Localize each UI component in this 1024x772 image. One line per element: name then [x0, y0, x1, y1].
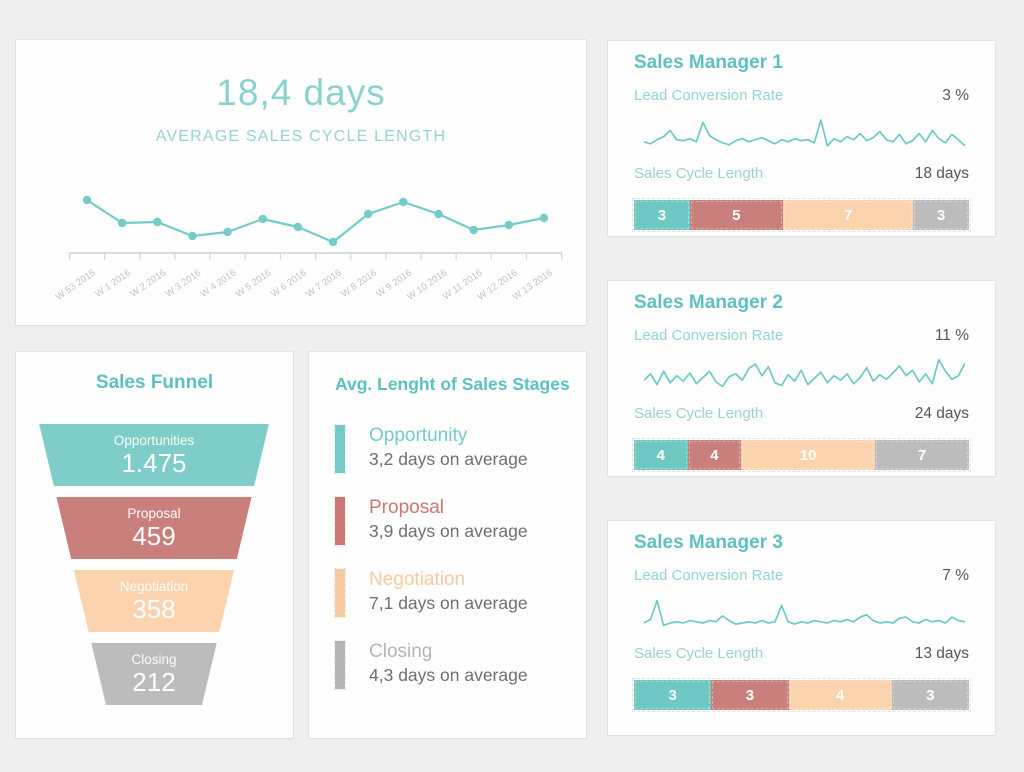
manager-title: Sales Manager 1	[634, 52, 783, 73]
sales-funnel-card: Sales Funnel Opportunities 1.475 Proposa…	[16, 352, 293, 738]
lead-conversion-rate-label: Lead Conversion Rate	[634, 327, 784, 344]
sales-manager-3-card: Sales Manager 3 Lead Conversion Rate 7 %…	[608, 521, 995, 735]
sparkline-svg	[644, 599, 965, 627]
funnel-stage-value: 1.475	[121, 448, 187, 478]
x-axis-tick-label: W 1 2016	[93, 267, 133, 299]
stacked-bar-segment: 7	[875, 440, 969, 470]
avg-cycle-subtitle: AVERAGE SALES CYCLE LENGTH	[155, 128, 447, 145]
stacked-bar-segment: 3	[634, 200, 690, 230]
stacked-bar-segment: 4	[687, 440, 742, 470]
funnel-stage-label: Proposal	[127, 506, 181, 521]
avg-stage-length-card: Avg. Lenght of Sales Stages Opportunity …	[309, 352, 586, 738]
x-axis-tick-label: W 2 2016	[128, 267, 168, 299]
stacked-bar-segment: 3	[891, 680, 969, 710]
funnel-stage-value: 358	[132, 594, 176, 624]
stage-color-chip	[334, 568, 346, 618]
stage-color-chip	[334, 424, 346, 474]
sales-funnel-chart: Opportunities 1.475 Proposal 459 Negotia…	[37, 424, 271, 716]
stage-days: 3,2 days on average	[369, 449, 528, 469]
x-axis-tick-label: W 13 2016	[511, 267, 555, 302]
stacked-bar-segment: 10	[741, 440, 876, 470]
stage-list: Opportunity 3,2 days on average Proposal…	[309, 395, 586, 690]
stacked-bar-segment: 4	[634, 440, 688, 470]
sales-cycle-stacked-bar: 4 4 10 7	[632, 438, 971, 472]
manager-title: Sales Manager 2	[634, 292, 783, 313]
stage-item-closing: Closing 4,3 days on average	[334, 640, 586, 690]
funnel-stage-label: Closing	[131, 652, 177, 667]
stacked-bar-segment: 4	[788, 680, 892, 710]
sales-manager-2-card: Sales Manager 2 Lead Conversion Rate 11 …	[608, 281, 995, 476]
x-axis-tick-label: W 6 2016	[269, 267, 309, 299]
lead-conversion-sparkline	[644, 112, 965, 154]
lead-conversion-rate-label: Lead Conversion Rate	[634, 87, 784, 104]
funnel-stage-value: 459	[132, 521, 176, 551]
avg-cycle-big-value: 18,4 days	[216, 72, 386, 113]
funnel-stage-opportunities: Opportunities 1.475	[39, 424, 269, 486]
sales-cycle-length-value: 13 days	[914, 645, 969, 662]
stage-item-proposal: Proposal 3,9 days on average	[334, 496, 586, 546]
stage-days: 7,1 days on average	[369, 593, 528, 613]
funnel-stage-label: Negotiation	[119, 579, 189, 594]
stage-color-chip	[334, 640, 346, 690]
sales-cycle-line-chart: W 53 2015 W 1 2016 W 2 2016 W 3 2016 W 4 201…	[16, 188, 586, 325]
funnel-stage-closing: Closing 212	[91, 643, 217, 705]
sales-cycle-length-label: Sales Cycle Length	[634, 645, 764, 662]
x-axis-tick-label: W 8 2016	[339, 267, 379, 299]
stage-color-chip	[334, 496, 346, 546]
funnel-stage-value: 212	[132, 667, 176, 697]
sales-cycle-length-value: 24 days	[914, 405, 969, 422]
stage-item-negotiation: Negotiation 7,1 days on average	[334, 568, 586, 618]
avg-sales-cycle-card: 18,4 days AVERAGE SALES CYCLE LENGTH W 5…	[16, 40, 586, 325]
stacked-bar-segment: 3	[913, 200, 969, 230]
lead-conversion-rate-value: 7 %	[942, 567, 969, 584]
lead-conversion-rate-value: 3 %	[942, 87, 969, 104]
sales-cycle-length-label: Sales Cycle Length	[634, 165, 764, 182]
lead-conversion-sparkline	[644, 592, 965, 634]
avg-stage-length-title: Avg. Lenght of Sales Stages	[335, 374, 570, 394]
x-axis-tick-label: W 4 2016	[199, 267, 239, 299]
sales-cycle-length-label: Sales Cycle Length	[634, 405, 764, 422]
x-axis-tick-label: W 3 2016	[164, 267, 204, 299]
sparkline-svg	[644, 358, 965, 388]
sales-funnel-title: Sales Funnel	[95, 372, 214, 393]
manager-title: Sales Manager 3	[634, 532, 783, 553]
sparkline-svg	[644, 119, 965, 147]
x-axis-tick-label: W 53 2015	[54, 267, 98, 302]
lead-conversion-rate-value: 11 %	[934, 327, 969, 344]
x-axis-tick-label: W 7 2016	[304, 267, 344, 299]
funnel-stage-label: Opportunities	[113, 433, 195, 448]
funnel-stage-proposal: Proposal 459	[56, 497, 252, 559]
stacked-bar-segment: 5	[689, 200, 783, 230]
stage-item-opportunity: Opportunity 3,2 days on average	[334, 424, 586, 474]
x-axis-tick-label: W 10 2016	[405, 267, 449, 302]
stacked-bar-segment: 7	[782, 200, 914, 230]
stacked-bar-segment: 3	[711, 680, 789, 710]
stage-name: Opportunity	[369, 425, 468, 446]
sales-manager-1-card: Sales Manager 1 Lead Conversion Rate 3 %…	[608, 41, 995, 236]
x-axis-tick-label: W 5 2016	[234, 267, 274, 299]
stage-name: Proposal	[369, 497, 444, 518]
sales-cycle-length-value: 18 days	[914, 165, 969, 182]
funnel-stage-negotiation: Negotiation 358	[73, 570, 235, 632]
stacked-bar-segment: 3	[634, 680, 712, 710]
stage-name: Negotiation	[369, 569, 466, 590]
lead-conversion-rate-label: Lead Conversion Rate	[634, 567, 784, 584]
stage-name: Closing	[369, 641, 433, 662]
stage-days: 3,9 days on average	[369, 521, 528, 541]
lead-conversion-sparkline	[644, 352, 965, 394]
stage-days: 4,3 days on average	[369, 665, 528, 685]
